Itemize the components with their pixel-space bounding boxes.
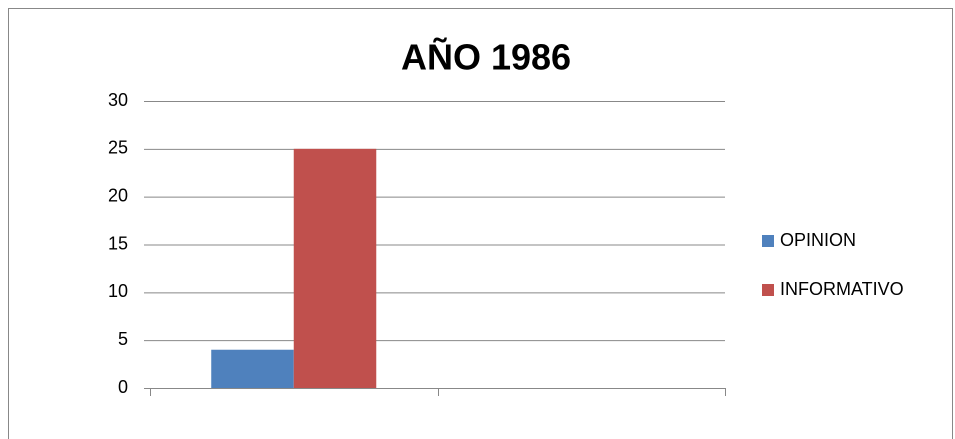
y-tick-label: 20 — [108, 185, 128, 205]
y-tick-label: 30 — [108, 90, 128, 110]
chart-frame — [8, 8, 953, 439]
legend-label: INFORMATIVO — [780, 279, 904, 299]
y-tick-label: 25 — [108, 138, 128, 158]
y-tick-label: 10 — [108, 281, 128, 301]
bar — [293, 148, 377, 388]
y-tick-label: 15 — [108, 233, 128, 253]
y-tick-label: 5 — [118, 329, 128, 349]
bar — [211, 349, 294, 388]
legend-swatch — [762, 284, 774, 296]
y-tick-label: 0 — [118, 377, 128, 397]
chart-title: AÑO 1986 — [401, 36, 571, 78]
legend-label: OPINION — [780, 230, 856, 250]
legend-swatch — [762, 235, 774, 247]
